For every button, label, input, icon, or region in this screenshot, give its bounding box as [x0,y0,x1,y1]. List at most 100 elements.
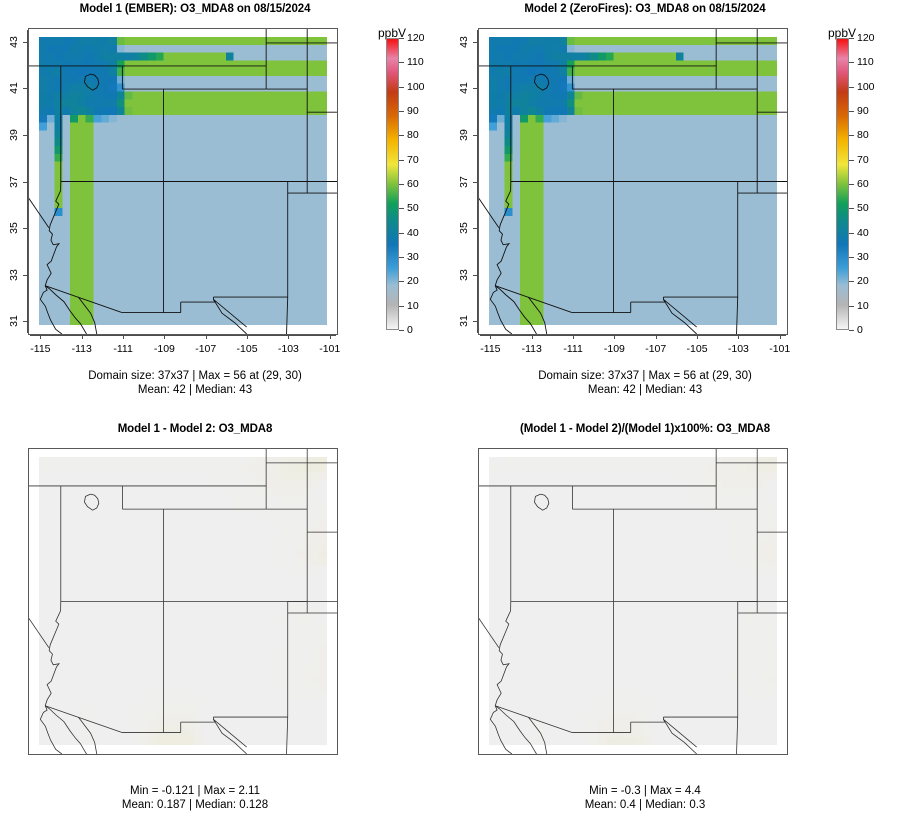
percent-difference-raster [488,456,778,745]
x-tick-mark [655,335,657,339]
panel-title-model2: Model 2 (ZeroFires): O3_MDA8 on 08/15/20… [524,3,766,15]
x-axis-label: -115 [480,343,501,355]
y-tick-mark [473,181,477,183]
y-tick-mark [473,134,477,136]
x-axis-label: -111 [563,343,583,355]
map-area-percent-difference [479,449,787,754]
y-tick-mark [23,228,27,229]
colorbar-tick-label: 110 [407,56,424,69]
panel-percent-difference: (Model 1 - Model 2)/(Model 1)x100%: O3_M… [450,420,900,840]
colorbar-tick-label: 20 [857,275,869,288]
colorbar-tick-label: 70 [407,153,419,166]
x-tick-mark [164,335,166,339]
x-axis-line [480,335,786,336]
x-tick-mark [573,335,575,339]
colorbar-tick-label: 80 [857,129,869,142]
colorbar-tick-mark [849,330,854,331]
ozone-raster-model1 [38,36,328,325]
colorbar-tick-label: 120 [407,32,425,44]
y-tick-mark [23,41,27,43]
panel-title-percent-difference: (Model 1 - Model 2)/(Model 1)x100%: O3_M… [519,423,771,435]
plot-frame-model1 [28,28,338,335]
x-tick-mark [247,335,249,339]
colorbar-tick-mark [399,281,404,283]
x-axis-label: -103 [277,343,299,355]
colorbar-tick-mark [399,257,404,258]
x-axis-label: -107 [195,343,217,355]
caption-model2: Domain size: 37x37 | Max = 56 at (29, 30… [450,370,840,397]
panel-model1: Model 1 (EMBER): O3_MDA8 on 08/15/2024 -… [0,0,450,420]
colorbar-tick-label: 90 [857,105,869,117]
colorbar-tick-mark [849,135,854,137]
colorbar-tick-label: 90 [407,105,419,117]
map-area-model2 [479,29,787,334]
colorbar-tick-label: 50 [857,202,869,215]
x-tick-mark [531,335,533,339]
colorbar-tick-mark [399,86,404,88]
colorbar-tick-mark [399,184,404,185]
caption-line-2: Mean: 0.4 | Median: 0.3 [584,798,706,811]
x-tick-mark [123,335,125,339]
state-boundaries-model2 [479,29,787,334]
colorbar-tick-mark [399,159,404,161]
colorbar-tick-label: 0 [857,324,863,336]
x-axis-label: -109 [603,343,625,355]
x-tick-mark [205,335,207,339]
colorbar-tick-label: 0 [407,324,413,336]
colorbar-tick-label: 110 [857,56,874,69]
state-boundaries-difference [29,449,337,754]
caption-line-1: Domain size: 37x37 | Max = 56 at (29, 30… [88,370,302,382]
y-tick-mark [23,181,27,183]
colorbar-tick-label: 30 [857,251,869,263]
panel-title-difference: Model 1 - Model 2: O3_MDA8 [117,423,273,435]
x-axis-label: -105 [686,343,708,355]
x-axis-label: -103 [727,343,749,355]
plot-frame-difference [28,448,338,755]
x-axis-label: -105 [236,343,258,355]
panel-title-model1: Model 1 (EMBER): O3_MDA8 on 08/15/2024 [79,3,311,15]
x-tick-mark [329,335,331,339]
plot-frame-model2 [478,28,788,335]
caption-line-2: Mean: 42 | Median: 43 [587,383,703,396]
colorbar-tick-mark [399,111,404,112]
panel-model2: Model 2 (ZeroFires): O3_MDA8 on 08/15/20… [450,0,900,420]
colorbar-unit-label: ppbV [377,26,407,40]
colorbar-tick-label: 30 [407,251,419,263]
x-tick-mark [81,335,83,339]
y-tick-mark [473,274,477,276]
colorbar-tick-mark [849,208,854,210]
difference-raster [38,456,328,745]
x-axis-label: -113 [71,343,92,355]
colorbar-tick-label: 20 [407,275,419,288]
colorbar-tick-label: 10 [857,299,869,312]
colorbar-tick-mark [849,281,854,283]
colorbar-tick-label: 80 [407,129,419,142]
plot-frame-percent-difference [478,448,788,755]
colorbar-tick-label: 40 [857,226,869,239]
colorbar-model2: ppbV 0 10 20 30 40 50 60 70 80 90 100 110 120 [450,0,900,420]
colorbar-model1: ppbV 0 10 20 30 40 50 60 70 80 90 100 110 120 [0,0,450,420]
colorbar-tick-mark [849,159,854,161]
y-tick-mark [23,88,27,90]
colorbar-tick-mark [849,111,854,112]
y-axis-line [477,30,478,333]
x-axis-label: -115 [30,343,51,355]
colorbar-tick-label: 100 [407,80,425,93]
map-area-difference [29,449,337,754]
y-tick-mark [473,228,477,229]
caption-line-1: Min = -0.3 | Max = 4.4 [589,785,701,797]
colorbar-tick-mark [399,330,404,331]
x-tick-mark [738,335,740,339]
y-tick-mark [473,88,477,90]
caption-line-2: Mean: 42 | Median: 43 [137,383,253,396]
colorbar-tick-label: 40 [407,226,419,239]
colorbar-tick-mark [849,257,854,258]
colorbar-tick-label: 50 [407,202,419,215]
colorbar-tick-label: 100 [857,80,875,93]
colorbar-tick-mark [849,62,854,64]
colorbar-tick-mark [849,38,854,39]
colorbar-tick-mark [849,184,854,185]
x-axis-label: -109 [153,343,175,355]
map-area-model1 [29,29,337,334]
